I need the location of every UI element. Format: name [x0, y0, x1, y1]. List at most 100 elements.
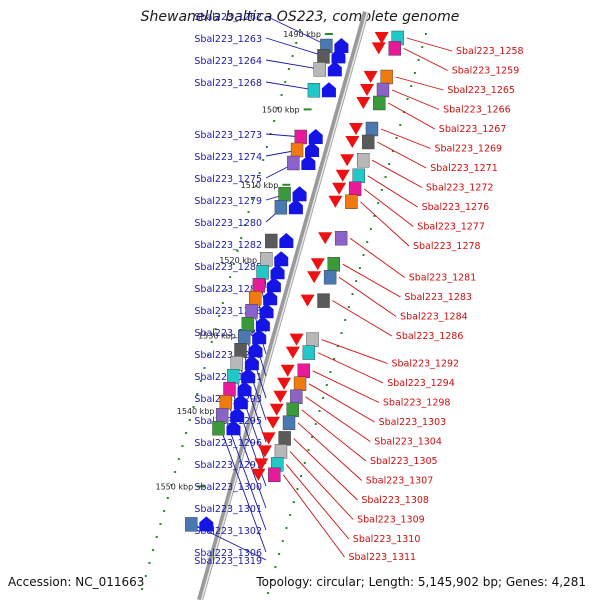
right-gene-arrow: [289, 333, 304, 346]
right-leader-line: [371, 159, 423, 188]
left-gene-box: [278, 186, 291, 202]
right-leader-line: [317, 352, 384, 384]
left-gene-box: [256, 265, 269, 280]
right-gene-label: Sbal223_1269: [435, 144, 503, 155]
right-leader-line: [388, 102, 436, 130]
left-gene-arrow: [301, 155, 316, 170]
right-gene-label: Sbal223_1311: [349, 552, 417, 563]
left-gene-box: [212, 421, 225, 436]
right-gene-label: Sbal223_1305: [370, 456, 438, 467]
right-leader-line: [282, 474, 345, 558]
left-gene-box: [234, 343, 247, 358]
right-gene-box: [274, 444, 288, 459]
kbp-label: 1520 kbp: [219, 256, 257, 265]
right-gene-box: [365, 121, 379, 137]
right-gene-label: Sbal223_1278: [413, 241, 481, 252]
right-gene-arrow: [254, 458, 269, 471]
left-gene-box: [313, 62, 326, 77]
right-gene-box: [348, 181, 362, 197]
left-gene-box: [185, 517, 198, 532]
right-gene-box: [293, 376, 307, 391]
right-gene-arrow: [310, 258, 325, 271]
left-gene-label: Sbal223_1302: [194, 526, 262, 537]
left-gene-box: [249, 291, 262, 306]
right-leader-line: [395, 76, 444, 91]
kbp-label: 1550 kbp: [155, 482, 193, 491]
kbp-label: 1490 kbp: [283, 30, 321, 39]
right-gene-box: [356, 152, 370, 168]
left-leader-line: [265, 81, 316, 91]
left-gene-box: [260, 251, 273, 267]
right-gene-box: [380, 69, 393, 85]
right-gene-arrow: [345, 136, 360, 148]
left-gene-label: Sbal223_1282: [194, 240, 262, 251]
right-gene-box: [345, 194, 358, 210]
right-leader-line: [360, 201, 410, 247]
kbp-label: 1510 kbp: [241, 181, 279, 190]
left-gene-box: [223, 382, 236, 397]
right-gene-box: [306, 332, 319, 347]
right-gene-box: [278, 431, 291, 446]
right-gene-arrow: [273, 390, 288, 403]
left-gene-label: Sbal223_1290: [194, 350, 262, 361]
right-gene-label: Sbal223_1271: [430, 163, 498, 174]
topology-text: Topology: circular; Length: 5,145,902 bp…: [256, 575, 586, 589]
kbp-label: 1500 kbp: [262, 105, 300, 114]
left-gene-arrow: [279, 233, 294, 248]
right-leader-line: [380, 128, 431, 149]
right-gene-arrow: [251, 468, 266, 481]
left-gene-arrow: [244, 355, 259, 371]
left-gene-box: [226, 369, 240, 384]
left-gene-box: [252, 278, 266, 293]
right-gene-label: Sbal223_1266: [443, 105, 511, 116]
right-gene-arrow: [363, 71, 378, 83]
right-gene-box: [282, 415, 296, 430]
right-leader-line: [312, 370, 380, 403]
left-leader-line: [220, 428, 267, 553]
left-gene-arrow: [237, 381, 252, 397]
left-gene-arrow: [233, 394, 248, 410]
left-gene-box: [307, 82, 321, 98]
left-gene-box: [317, 49, 330, 64]
right-gene-arrow: [328, 195, 343, 208]
map-title: Shewanella baltica OS223, complete genom…: [140, 9, 460, 25]
right-leader-line: [305, 396, 371, 442]
right-gene-box: [334, 230, 348, 246]
left-gene-label: Sbal223_1297: [194, 460, 262, 471]
right-gene-label: Sbal223_1258: [456, 46, 524, 57]
right-leader-line: [289, 451, 354, 520]
right-gene-box: [362, 134, 375, 150]
left-gene-label: Sbal223_1263: [194, 34, 262, 45]
left-gene-box: [230, 356, 244, 371]
left-gene-label: Sbal223_1306: [194, 548, 262, 559]
left-gene-label: Sbal223_1288: [194, 306, 262, 317]
left-gene-label: Sbal223_1301: [194, 504, 262, 515]
right-gene-arrow: [257, 445, 272, 458]
right-gene-arrow: [266, 416, 281, 429]
left-gene-arrow: [305, 142, 320, 157]
left-gene-box: [215, 408, 229, 423]
right-gene-arrow: [269, 403, 284, 416]
right-gene-box: [286, 402, 299, 417]
right-gene-arrow: [300, 294, 315, 307]
right-gene-box: [388, 41, 401, 56]
right-leader-line: [338, 276, 397, 317]
right-gene-box: [376, 82, 390, 98]
right-gene-arrow: [285, 346, 300, 359]
right-gene-arrow: [356, 97, 371, 109]
left-gene-arrow: [263, 290, 278, 306]
right-gene-label: Sbal223_1310: [353, 534, 421, 545]
right-leader-line: [308, 383, 375, 423]
right-gene-label: Sbal223_1298: [383, 398, 451, 409]
left-gene-arrow: [226, 420, 241, 436]
left-leader-line: [265, 59, 322, 70]
left-gene-box: [287, 155, 300, 171]
right-gene-label: Sbal223_1284: [400, 312, 468, 323]
kbp-label: 1540 kbp: [177, 407, 215, 416]
right-leader-line: [293, 438, 358, 501]
right-leader-line: [406, 37, 453, 52]
left-gene-label: Sbal223_1287: [194, 284, 262, 295]
right-gene-arrow: [335, 169, 350, 182]
left-leader-line: [265, 37, 326, 57]
left-gene-arrow: [266, 277, 281, 293]
